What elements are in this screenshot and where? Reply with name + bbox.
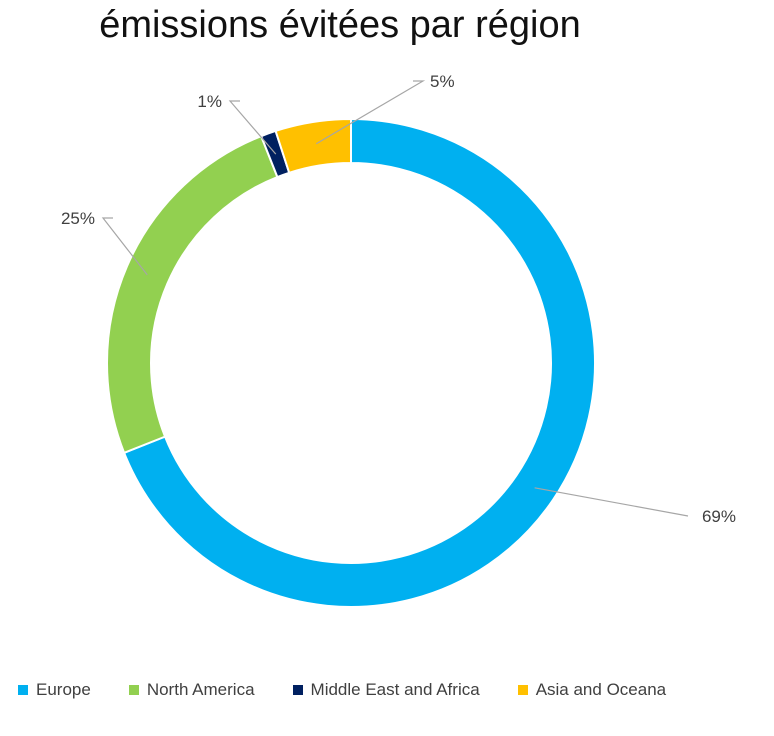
legend-item: North America (128, 680, 255, 700)
legend: Europe North America Middle East and Afric… (18, 680, 666, 700)
slice-asia-and-oceana (274, 117, 352, 175)
leader-line (534, 487, 689, 517)
legend-swatch (128, 685, 139, 695)
leader-line (315, 80, 426, 145)
data-label: 1% (197, 92, 222, 111)
legend-swatch (292, 685, 303, 695)
legend-label: Middle East and Africa (310, 680, 480, 699)
leader-line (101, 217, 148, 276)
legend-item: Asia and Oceana (517, 680, 667, 700)
data-label: 5% (430, 72, 455, 91)
legend-swatch (18, 685, 28, 695)
legend-label: Asia and Oceana (535, 680, 667, 699)
slice-europe (122, 117, 596, 608)
data-label: 69% (702, 507, 736, 526)
data-label: 25% (61, 209, 95, 228)
legend-item: Middle East and Africa (292, 680, 480, 700)
leader-line (228, 100, 277, 155)
slice-north-america (106, 134, 279, 455)
legend-label: Europe (36, 680, 91, 699)
legend-swatch (517, 685, 528, 695)
legend-item: Europe (18, 680, 91, 700)
legend-label: North America (146, 680, 255, 699)
chart-title: émissions évitées par région (99, 4, 581, 46)
